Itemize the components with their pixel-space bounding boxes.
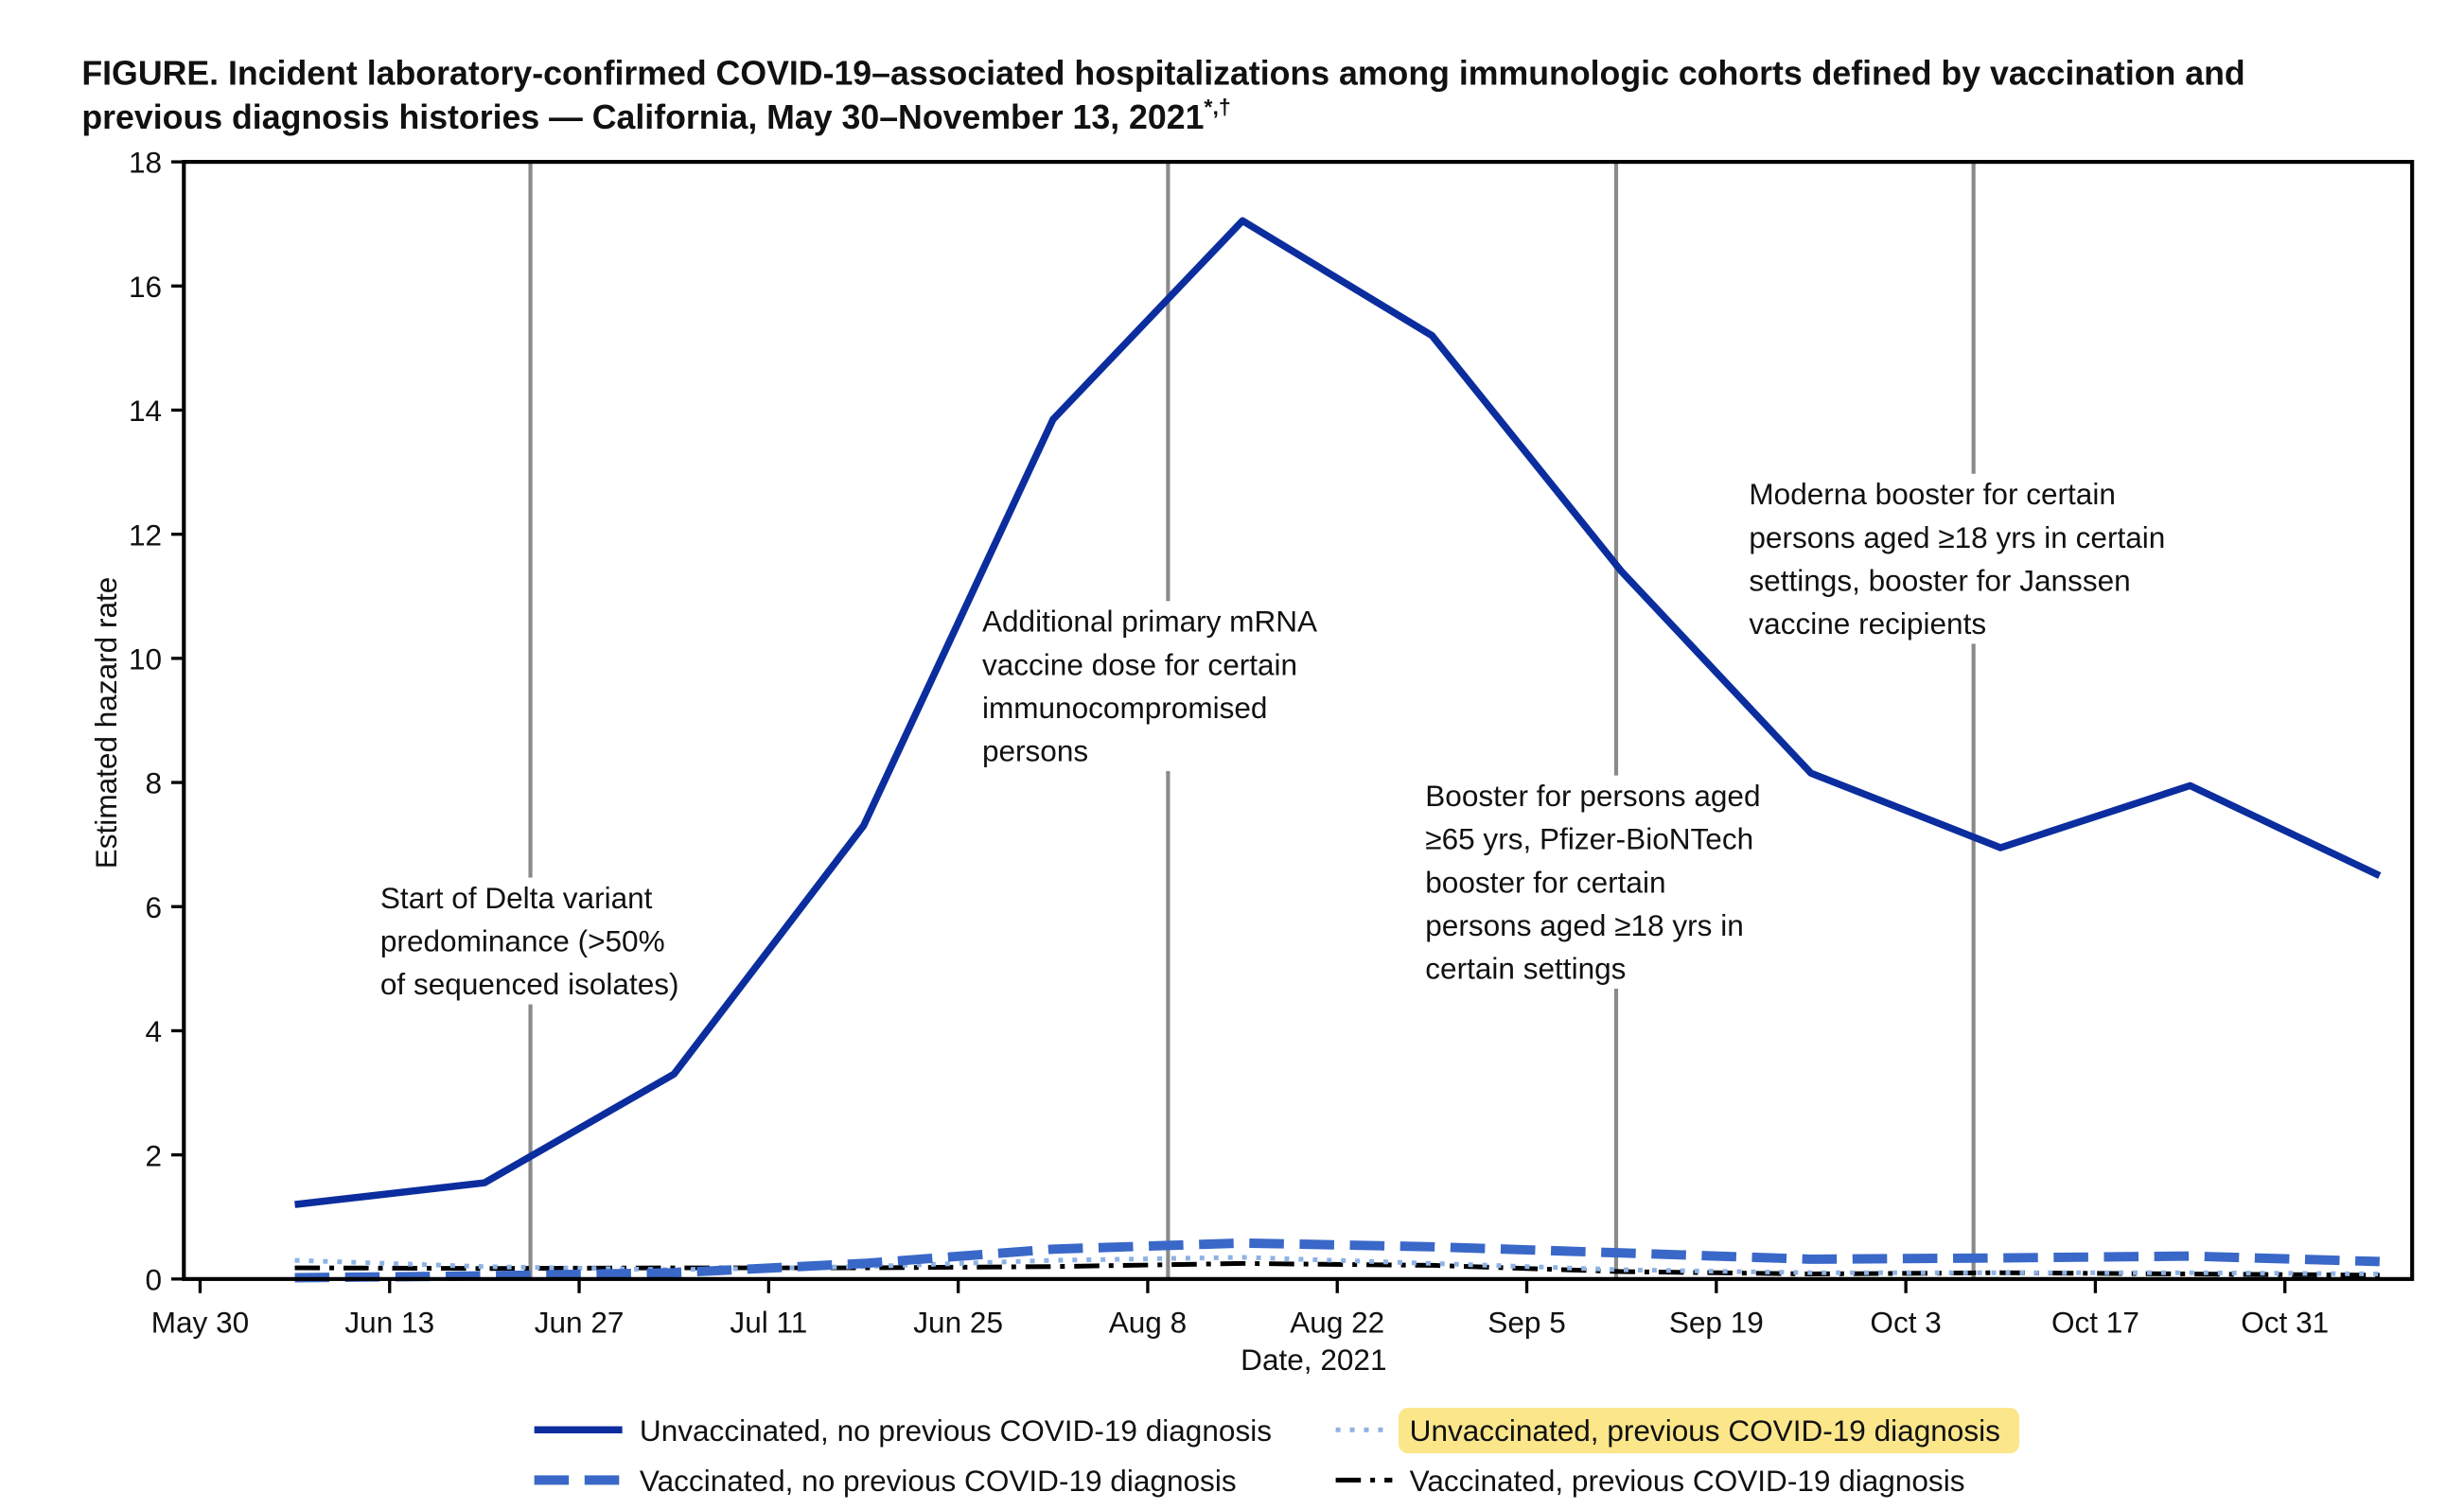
legend-highlight <box>1399 1408 2020 1454</box>
chart-title: previous diagnosis histories — Californi… <box>81 95 1231 136</box>
y-tick-label: 16 <box>129 270 162 304</box>
title-superscript: *,† <box>1204 95 1230 119</box>
y-tick-label: 14 <box>129 394 162 428</box>
annotation-text: Start of Delta variant <box>380 881 653 915</box>
annotation-bg <box>374 877 686 1005</box>
annotation-text: persons aged ≥18 yrs in <box>1425 908 1743 942</box>
event-annotation: Additional primary mRNA vaccine dose for … <box>976 601 1324 771</box>
y-tick-label: 4 <box>146 1014 163 1048</box>
series-line <box>294 217 2382 1208</box>
x-tick-label: Sep 5 <box>1487 1305 1565 1339</box>
annotation-text: settings, booster for Janssen <box>1749 563 2130 597</box>
x-tick-label: Oct 31 <box>2241 1305 2329 1339</box>
y-tick-label: 8 <box>146 766 163 800</box>
event-annotation: Moderna booster for certain persons aged … <box>1742 473 2172 644</box>
x-tick-label: Aug 22 <box>1290 1305 1384 1339</box>
x-tick-label: May 30 <box>151 1305 249 1339</box>
x-tick-label: Jun 27 <box>535 1305 625 1339</box>
annotation-text: Additional primary mRNA <box>982 605 1317 639</box>
annotation-text: booster for certain <box>1425 865 1665 899</box>
y-tick-label: 12 <box>129 518 162 552</box>
x-tick-label: Oct 17 <box>2051 1305 2139 1339</box>
x-tick-label: Jul 11 <box>730 1305 807 1339</box>
event-annotation: Booster for persons aged ≥65 yrs, Pfizer-… <box>1418 775 1768 989</box>
series-line <box>294 1260 2380 1278</box>
x-tick-label: Oct 3 <box>1870 1305 1941 1339</box>
x-tick-label: Sep 19 <box>1669 1305 1764 1339</box>
y-tick-label: 6 <box>146 890 163 924</box>
annotation-text: predominance (>50% <box>380 924 665 958</box>
series-line <box>294 1238 2380 1283</box>
x-tick-label: Aug 8 <box>1109 1305 1187 1339</box>
annotation-bg <box>976 601 1324 771</box>
legend-label: Unvaccinated, no previous COVID-19 diagn… <box>640 1413 1272 1448</box>
y-tick-label: 10 <box>129 641 162 676</box>
legend-label: Vaccinated, previous COVID-19 diagnosis <box>1410 1464 1965 1498</box>
annotation-text: ≥65 yrs, Pfizer-BioNTech <box>1425 822 1753 856</box>
annotation-text: immunocompromised <box>982 691 1268 725</box>
title-line: previous diagnosis histories — Californi… <box>81 98 1204 136</box>
x-tick-label: Jun 13 <box>344 1305 434 1339</box>
y-tick-label: 0 <box>146 1262 163 1296</box>
y-axis-label: Estimated hazard rate <box>89 577 123 869</box>
annotation-text: of sequenced isolates) <box>380 967 679 1001</box>
annotation-bg <box>1418 775 1768 989</box>
chart-title: FIGURE. Incident laboratory-confirmed CO… <box>81 55 2244 93</box>
annotation-text: certain settings <box>1425 952 1626 986</box>
annotation-text: Moderna booster for certain <box>1749 477 2116 511</box>
legend-label: Unvaccinated, previous COVID-19 diagnosi… <box>1410 1413 2000 1448</box>
annotation-text: persons <box>982 734 1088 768</box>
y-tick-label: 2 <box>146 1138 163 1172</box>
x-axis-label: Date, 2021 <box>1241 1343 1386 1377</box>
y-tick-label: 18 <box>129 146 162 180</box>
plot-frame <box>182 160 2415 1281</box>
annotation-text: Booster for persons aged <box>1425 779 1760 813</box>
annotation-text: vaccine recipients <box>1749 606 1986 641</box>
legend-label: Vaccinated, no previous COVID-19 diagnos… <box>640 1464 1237 1498</box>
annotation-text: persons aged ≥18 yrs in certain <box>1749 520 2165 554</box>
event-annotation: Start of Delta variant predominance (>50%… <box>374 877 686 1005</box>
x-tick-label: Jun 25 <box>913 1305 1003 1339</box>
annotation-text: vaccine dose for certain <box>982 647 1297 681</box>
annotation-bg <box>1742 473 2172 644</box>
